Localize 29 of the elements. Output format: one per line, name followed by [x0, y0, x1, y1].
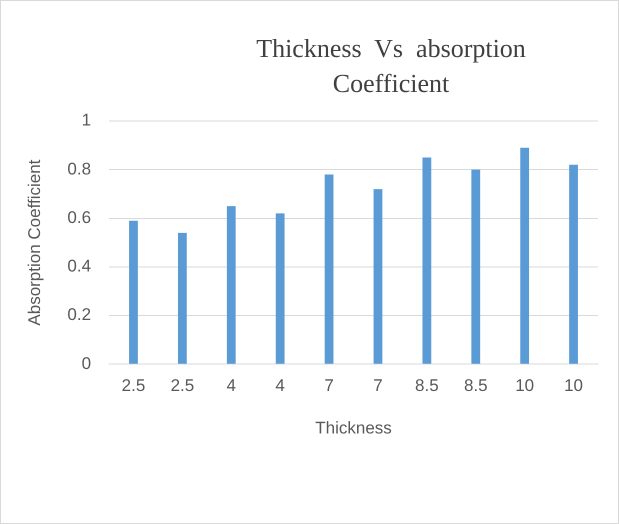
bar	[569, 164, 578, 364]
y-tick-label: 0	[82, 354, 92, 373]
x-axis-title: Thickness	[315, 418, 392, 438]
bar	[276, 213, 285, 364]
bar	[471, 170, 480, 364]
y-tick-label: 0.4	[67, 256, 92, 276]
x-tick-label: 2.5	[122, 376, 146, 396]
bar	[374, 189, 382, 364]
x-tick-label: 10	[564, 376, 584, 396]
chart-title: Thickness Vs absorption Coefficient	[255, 33, 527, 100]
bar	[226, 206, 236, 364]
bar	[422, 157, 432, 364]
bar	[178, 232, 187, 364]
x-tick-label: 10	[515, 376, 534, 396]
y-tick-label: 0.8	[67, 159, 92, 178]
bar	[324, 174, 334, 364]
x-tick-label: 4	[226, 376, 236, 396]
x-tick-label: 8.5	[464, 376, 488, 396]
x-tick-label: 4	[275, 376, 285, 396]
bar	[129, 220, 138, 364]
x-tick-label: 7	[373, 376, 383, 396]
y-tick-label: 0.6	[67, 208, 92, 227]
y-tick-label: 1	[82, 110, 92, 130]
x-tick-label: 2.5	[170, 376, 194, 396]
bar	[520, 148, 530, 364]
x-tick-label: 8.5	[415, 376, 439, 396]
y-tick-label: 0.2	[67, 305, 92, 324]
x-tick-label: 7	[324, 376, 334, 396]
y-axis-title: Absorption Coefficient	[24, 159, 44, 326]
